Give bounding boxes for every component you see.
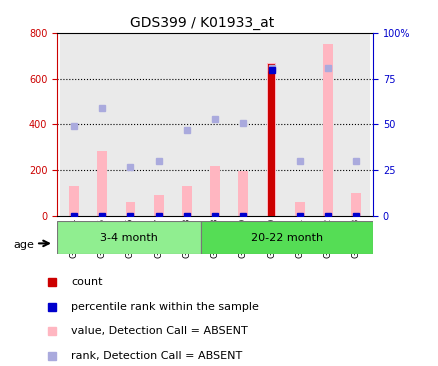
Bar (285, 33, 313, 216)
Text: 20-22 month: 20-22 month (250, 233, 322, 243)
Bar (69, 186, 79, 216)
Bar (173, 33, 201, 216)
Bar (238, 171, 248, 216)
Bar (322, 44, 332, 216)
Text: percentile rank within the sample: percentile rank within the sample (71, 302, 258, 311)
Bar (341, 33, 370, 216)
Text: GDS399 / K01933_at: GDS399 / K01933_at (130, 16, 273, 30)
Bar (57, 221, 200, 254)
Text: 3-4 month: 3-4 month (100, 233, 158, 243)
Bar (125, 202, 135, 216)
Bar (97, 151, 107, 216)
Bar (144, 33, 173, 216)
Bar (294, 202, 304, 216)
Bar (266, 63, 276, 216)
Bar (181, 186, 191, 216)
Text: count: count (71, 277, 102, 287)
Bar (88, 33, 116, 216)
Bar (268, 64, 274, 216)
Bar (200, 221, 372, 254)
Bar (229, 33, 257, 216)
Bar (210, 165, 219, 216)
Bar (60, 33, 88, 216)
Bar (153, 195, 163, 216)
Bar (257, 33, 285, 216)
Text: value, Detection Call = ABSENT: value, Detection Call = ABSENT (71, 326, 247, 336)
Bar (350, 193, 360, 216)
Text: age: age (13, 240, 34, 250)
Text: rank, Detection Call = ABSENT: rank, Detection Call = ABSENT (71, 351, 242, 361)
Bar (201, 33, 229, 216)
Bar (116, 33, 144, 216)
Bar (313, 33, 341, 216)
